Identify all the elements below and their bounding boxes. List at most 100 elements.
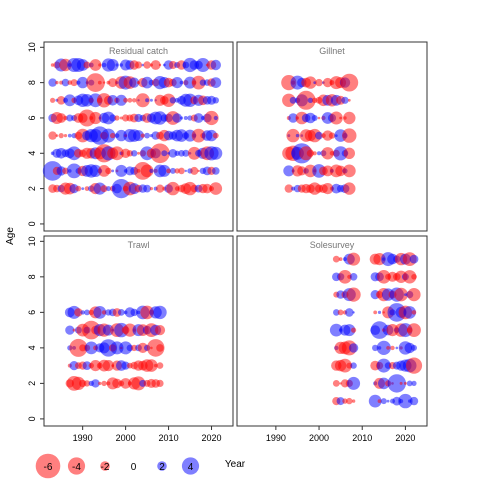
- residual-bubble: [321, 147, 334, 160]
- x-tick-label: 1990: [266, 433, 286, 443]
- residual-bubble: [338, 257, 343, 261]
- residual-bubble: [411, 274, 417, 280]
- residual-bubble: [317, 151, 321, 156]
- panel-gillnet: Gillnet: [236, 41, 428, 232]
- panel-solesurvey: Solesurvey 1990 2000 2010 2020: [236, 235, 428, 443]
- residual-bubble: [110, 132, 116, 139]
- residual-bubble: [55, 80, 59, 85]
- residual-bubble: [315, 131, 323, 140]
- legend-bubble: [35, 453, 61, 479]
- residual-bubble: [368, 394, 382, 408]
- residual-bubble: [386, 346, 390, 350]
- panel-title: Gillnet: [319, 46, 345, 56]
- residual-bubble: [69, 184, 79, 194]
- residual-bubble: [411, 310, 417, 315]
- residual-bubble: [172, 113, 182, 123]
- residual-bubble: [134, 61, 143, 69]
- residual-bubble: [376, 358, 391, 373]
- residual-bubble: [140, 133, 145, 138]
- residual-bubble: [106, 59, 119, 71]
- residual-bubble: [346, 397, 353, 405]
- residual-bubble: [178, 167, 185, 175]
- y-tick-label: 10: [27, 42, 37, 52]
- residual-bubble: [105, 167, 112, 175]
- residual-bubble: [332, 255, 340, 263]
- residual-bubble: [312, 151, 317, 156]
- panel-title: Trawl: [128, 240, 150, 250]
- residual-bubble: [153, 305, 167, 320]
- residual-bubble: [394, 287, 408, 302]
- residual-bubble: [50, 97, 56, 103]
- residual-bubble: [197, 169, 200, 173]
- residual-bubble: [119, 116, 123, 120]
- residual-bubble: [337, 309, 344, 316]
- residual-bubble: [347, 376, 361, 390]
- panels: Residual catch 0 2 4 6 8 10 Gillnet Trawl 0 2 4 6 8 10…: [27, 41, 428, 443]
- residual-bubble: [398, 393, 413, 409]
- residual-bubble: [67, 133, 72, 138]
- residual-bubble: [202, 183, 212, 194]
- residual-bubble: [42, 161, 63, 181]
- residual-bubble: [209, 182, 223, 195]
- residual-bubble: [101, 310, 107, 315]
- residual-bubble: [395, 346, 399, 350]
- residual-bubble: [154, 325, 166, 336]
- residual-bubble: [91, 379, 100, 388]
- residual-bubble: [156, 362, 164, 369]
- residual-bubble: [403, 270, 417, 284]
- residual-bubble: [380, 398, 387, 405]
- residual-bubble: [66, 114, 74, 122]
- x-tick-label: 1990: [73, 433, 93, 443]
- legend-label: -4: [72, 462, 81, 473]
- residual-bubble: [130, 308, 138, 317]
- residual-bubble: [65, 325, 75, 335]
- residual-bubble: [114, 115, 120, 121]
- residual-bubble: [158, 63, 162, 67]
- residual-bubble: [169, 167, 176, 174]
- residual-bubble: [150, 143, 170, 164]
- residual-bubble: [333, 309, 340, 316]
- residual-bubble: [69, 338, 88, 357]
- y-tick-label: 10: [27, 236, 37, 246]
- residual-bubble: [390, 345, 395, 351]
- panel-frame: [43, 41, 234, 232]
- x-tick-label: 2010: [352, 433, 372, 443]
- residual-bubble: [343, 324, 356, 337]
- residual-bubble: [338, 270, 352, 284]
- residual-bubble: [48, 131, 57, 140]
- residual-bubble: [347, 252, 361, 266]
- residual-bubble: [212, 132, 219, 139]
- y-tick-label: 6: [27, 115, 37, 120]
- residual-bubble: [133, 130, 144, 142]
- residual-bubble: [377, 270, 391, 284]
- residual-bubble: [351, 327, 357, 333]
- residual-bubble: [123, 97, 128, 103]
- residual-bubble: [77, 76, 89, 89]
- residual-bubble: [66, 163, 82, 179]
- residual-bubble: [149, 187, 153, 191]
- residual-bubble: [378, 377, 390, 390]
- y-tick-label: 2: [27, 186, 37, 191]
- residual-bubble: [407, 323, 421, 337]
- residual-bubble: [102, 81, 106, 84]
- residual-bubble: [70, 79, 78, 87]
- residual-bubble: [409, 396, 419, 406]
- residual-bubble: [332, 380, 340, 387]
- residual-bubble: [377, 399, 382, 403]
- legend-bubble: [100, 461, 110, 471]
- residual-bubble: [212, 167, 220, 175]
- residual-bubble: [328, 132, 336, 139]
- residual-bubble: [129, 77, 140, 88]
- panel-residual-catch: Residual catch 0 2 4 6 8 10: [27, 41, 234, 232]
- residual-bubble: [335, 165, 346, 177]
- residual-bubble: [286, 128, 300, 143]
- residual-bubble: [338, 358, 352, 373]
- residual-bubble: [161, 150, 168, 157]
- residual-bubble: [74, 308, 83, 317]
- residual-bubble: [81, 187, 85, 191]
- residual-bubble: [75, 185, 82, 192]
- residual-bubble: [140, 305, 154, 320]
- residual-bubble: [322, 165, 334, 177]
- residual-bubble: [110, 146, 124, 161]
- residual-bubble: [117, 309, 125, 316]
